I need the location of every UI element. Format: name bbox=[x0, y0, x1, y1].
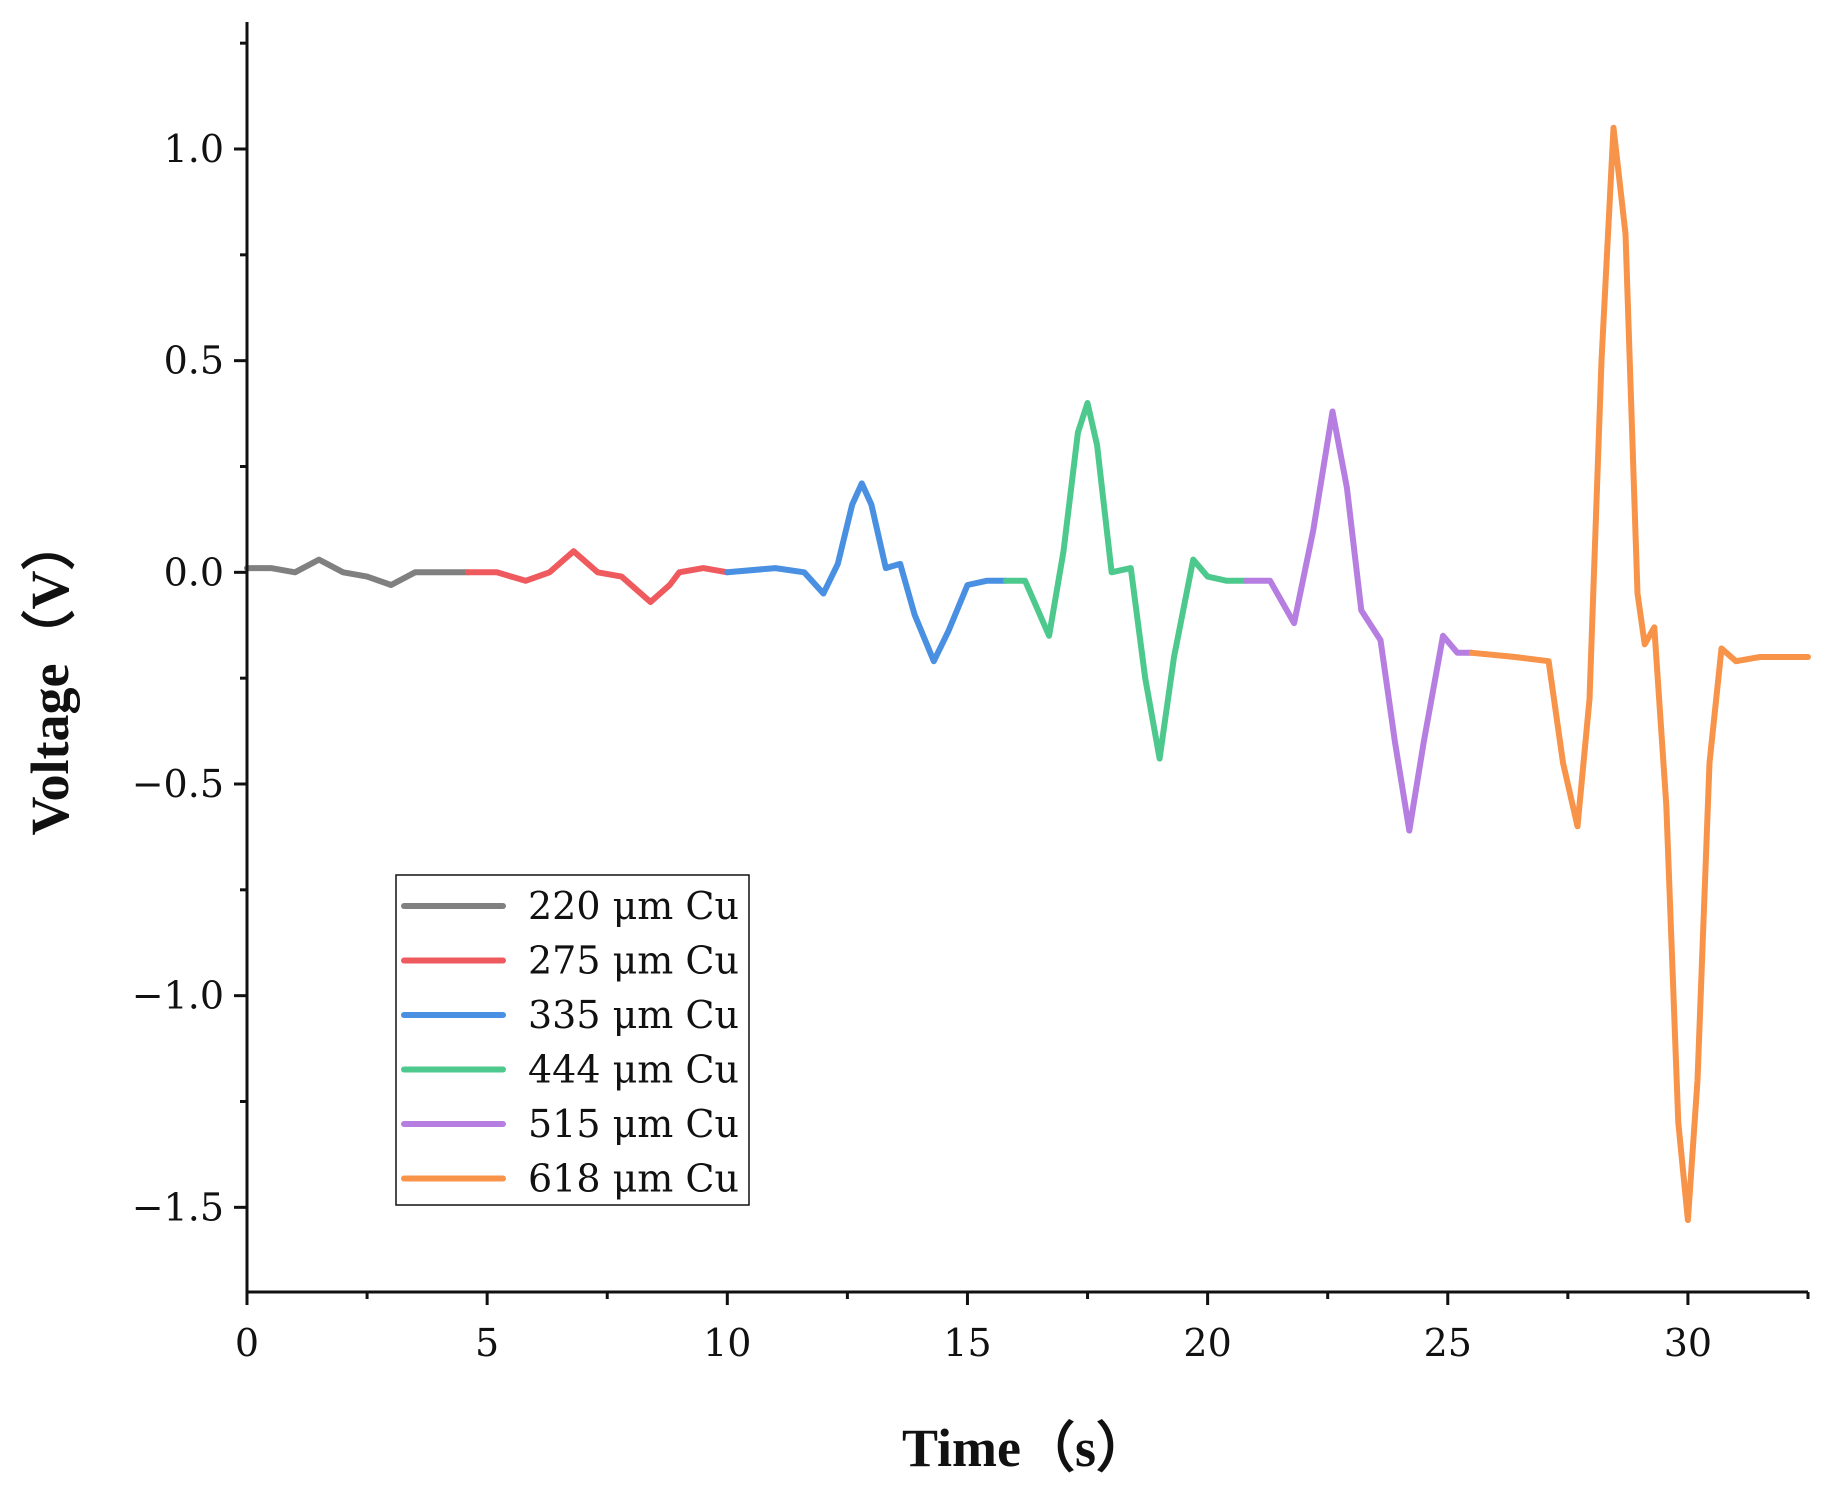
legend-label-1: 275 μm Cu bbox=[528, 939, 739, 983]
tick-labels: 0 5 10 15 20 25 30 1.0 0.5 0.0 −0.5 −1.0 −1.5 bbox=[132, 127, 1712, 1365]
x-tick-label-1: 5 bbox=[475, 1321, 499, 1365]
x-tick-label-2: 10 bbox=[703, 1321, 751, 1365]
axes bbox=[245, 22, 1808, 1294]
legend-label-2: 335 μm Cu bbox=[528, 993, 739, 1037]
x-tick-label-6: 30 bbox=[1664, 1321, 1712, 1365]
series-line-2 bbox=[724, 480, 1009, 665]
legend: 220 μm Cu 275 μm Cu 335 μm Cu 444 μm Cu 515 … bbox=[395, 874, 750, 1206]
x-axis-title: Time（s） bbox=[902, 1418, 1150, 1478]
x-tick-label-4: 20 bbox=[1183, 1321, 1231, 1365]
series-line-0 bbox=[244, 556, 471, 588]
y-tick-label-3: −0.5 bbox=[132, 762, 224, 806]
legend-label-3: 444 μm Cu bbox=[528, 1048, 739, 1092]
legend-label-4: 515 μm Cu bbox=[528, 1102, 739, 1146]
series-line-3 bbox=[1002, 400, 1249, 762]
y-axis-title: Voltage（V） bbox=[20, 517, 80, 836]
ticks bbox=[234, 41, 1810, 1305]
series-layer bbox=[244, 124, 1811, 1223]
x-tick-label-5: 25 bbox=[1424, 1321, 1472, 1365]
series-line-5 bbox=[1468, 124, 1811, 1223]
y-tick-label-4: −1.0 bbox=[132, 974, 224, 1018]
legend-box bbox=[395, 874, 750, 1206]
y-tick-label-5: −1.5 bbox=[132, 1185, 224, 1229]
legend-label-0: 220 μm Cu bbox=[528, 884, 739, 928]
x-tick-label-0: 0 bbox=[235, 1321, 259, 1365]
series-line-1 bbox=[464, 548, 731, 605]
y-tick-label-0: 1.0 bbox=[164, 127, 224, 171]
legend-label-5: 618 μm Cu bbox=[528, 1157, 739, 1201]
y-tick-label-2: 0.0 bbox=[164, 550, 224, 594]
series-line-4 bbox=[1243, 408, 1475, 834]
y-tick-label-1: 0.5 bbox=[164, 339, 224, 383]
x-tick-label-3: 15 bbox=[943, 1321, 991, 1365]
